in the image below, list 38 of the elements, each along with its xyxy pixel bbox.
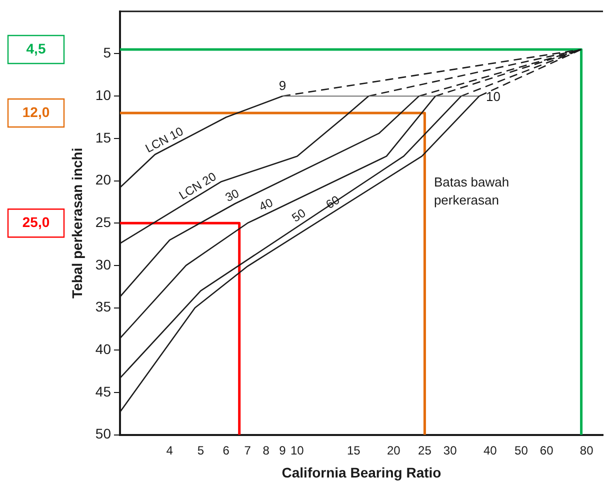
- text: 25,0: [22, 214, 50, 230]
- text: 50: [289, 206, 308, 225]
- x-tick-label: 10: [290, 443, 304, 458]
- x-tick-label: 25: [418, 443, 432, 458]
- y-tick-label: 5: [103, 44, 112, 61]
- x-tick-label: 4: [166, 443, 174, 458]
- y-tick-label: 50: [95, 426, 112, 442]
- y-tick-label: 20: [95, 172, 112, 188]
- y-tick-label: 40: [95, 340, 112, 357]
- x-tick-label: 15: [346, 443, 361, 458]
- annotation: 10: [486, 89, 501, 104]
- x-tick-label: 7: [244, 443, 252, 458]
- x-tick-label: 6: [222, 443, 230, 458]
- legend-label: LCN 10: [143, 124, 186, 156]
- x-tick-label: 5: [197, 443, 204, 458]
- text: 40: [256, 195, 276, 214]
- x-tick-label: 8: [262, 443, 270, 458]
- x-tick-label: 80: [580, 443, 594, 458]
- x-tick-label: 60: [540, 443, 554, 458]
- y-tick-label: 30: [95, 256, 112, 272]
- y-tick-label: 10: [95, 86, 112, 103]
- x-tick-label: 30: [443, 443, 458, 458]
- x-tick-label: 20: [386, 443, 401, 458]
- y-tick-label: 35: [95, 298, 112, 315]
- text: 12,0: [22, 104, 50, 120]
- x-tick-label: 9: [279, 443, 286, 458]
- y-axis-title: Tebal perkerasan inchi: [68, 148, 85, 298]
- text: 4,5: [26, 40, 46, 56]
- y-tick-label: 25: [95, 214, 112, 230]
- text: 30: [223, 186, 242, 205]
- y-tick-label: 45: [95, 383, 112, 400]
- x-axis-title: California Bearing Ratio: [282, 464, 442, 480]
- x-tick-label: 50: [514, 443, 528, 458]
- annotation: 9: [278, 78, 286, 94]
- x-tick-label: 40: [483, 443, 498, 458]
- text: LCN 20: [176, 169, 219, 202]
- y-tick-label: 15: [95, 129, 112, 146]
- annotation: Batas bawah perkerasan: [434, 174, 510, 208]
